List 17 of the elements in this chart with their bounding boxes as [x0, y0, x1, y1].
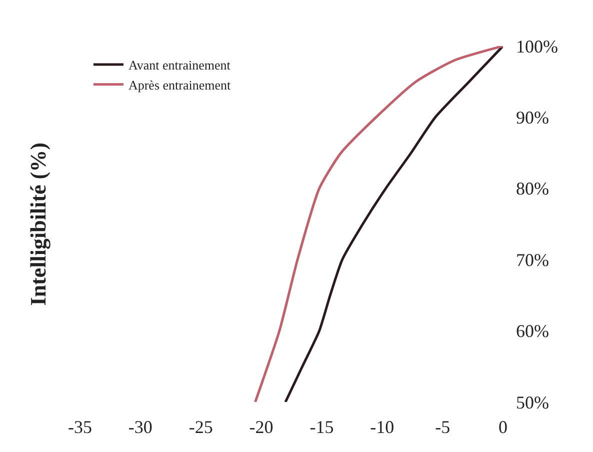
x-tick-label: -30 — [128, 417, 152, 437]
x-tick-label: -5 — [435, 417, 450, 437]
y-tick-label: 80% — [516, 178, 549, 199]
x-tick-label: 0 — [498, 417, 508, 437]
y-tick-label: 70% — [516, 250, 549, 270]
x-tick-label: -25 — [188, 417, 213, 437]
y-tick-label: 60% — [516, 321, 549, 342]
y-axis-title: Intelligibilité (%) — [26, 142, 51, 306]
x-tick-label: -10 — [370, 417, 394, 437]
x-tick-label: -15 — [310, 417, 334, 437]
legend-label: Après entrainement — [128, 77, 231, 92]
x-tick-label: -20 — [249, 417, 274, 437]
y-tick-label: 100% — [516, 36, 558, 56]
y-tick-label: 90% — [516, 108, 549, 128]
y-tick-label: 50% — [516, 392, 549, 412]
legend-label: Avant entrainement — [128, 58, 231, 73]
x-tick-label: -35 — [68, 417, 92, 437]
